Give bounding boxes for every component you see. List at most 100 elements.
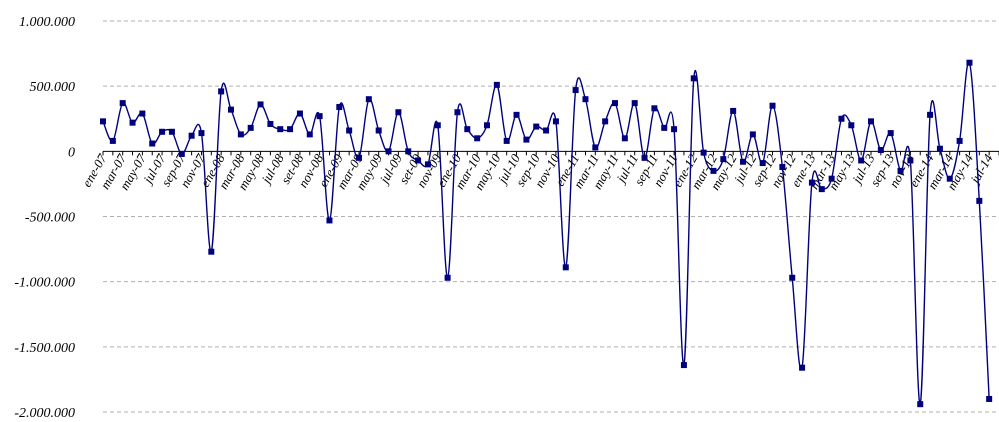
data-point: [907, 157, 914, 164]
data-point: [671, 126, 678, 133]
data-point: [936, 145, 943, 152]
data-point: [257, 101, 264, 108]
data-point: [877, 147, 884, 154]
data-point: [621, 135, 628, 142]
data-point: [444, 274, 451, 281]
data-point: [247, 124, 254, 131]
data-point: [740, 158, 746, 165]
data-point: [287, 126, 294, 133]
x-axis: [102, 150, 999, 156]
data-point: [159, 128, 166, 135]
data-point: [415, 157, 422, 164]
data-point: [188, 132, 195, 139]
y-tick-label: 1.000.000: [19, 15, 75, 30]
data-point: [513, 111, 520, 118]
data-point: [306, 131, 313, 138]
data-point: [769, 102, 776, 109]
y-tick-label: -2.000.000: [14, 406, 75, 421]
data-point: [365, 96, 372, 103]
data-point: [858, 157, 865, 164]
data-point: [474, 135, 481, 142]
data-point: [572, 87, 579, 94]
data-point: [799, 364, 806, 371]
data-point: [237, 131, 244, 138]
data-point: [168, 128, 175, 135]
data-point: [129, 119, 136, 126]
y-tick-label: 500.000: [30, 80, 76, 95]
data-point: [533, 123, 540, 130]
data-point: [562, 264, 569, 271]
data-point: [946, 175, 953, 182]
data-point: [680, 362, 687, 369]
data-point: [109, 137, 116, 144]
data-point: [887, 130, 894, 137]
data-point: [523, 136, 530, 143]
data-point: [779, 163, 786, 170]
data-point: [208, 248, 215, 255]
data-point: [503, 137, 510, 144]
data-point: [808, 179, 815, 186]
series-line: [102, 61, 990, 405]
data-point: [602, 118, 609, 125]
data-point: [218, 88, 225, 95]
data-point: [966, 59, 973, 66]
data-point: [592, 144, 599, 151]
data-point: [464, 126, 471, 133]
data-point: [543, 127, 550, 134]
data-point: [356, 154, 362, 161]
data-point: [730, 107, 737, 114]
data-point: [661, 124, 668, 131]
data-point: [917, 401, 924, 408]
data-point: [385, 148, 392, 155]
data-point: [828, 175, 835, 182]
data-point: [139, 110, 146, 117]
data-point: [690, 75, 697, 82]
data-point: [493, 81, 500, 88]
data-point: [838, 115, 845, 122]
data-point: [100, 118, 106, 125]
y-tick-label: -500.000: [25, 211, 75, 226]
data-point: [897, 167, 904, 174]
y-tick-label: -1.500.000: [14, 341, 75, 356]
data-point: [759, 160, 766, 167]
data-point: [927, 111, 934, 118]
data-point: [375, 127, 382, 134]
y-tick-label: -1.000.000: [14, 276, 75, 291]
data-point: [818, 186, 825, 193]
data-point: [326, 217, 333, 224]
data-point: [720, 156, 727, 163]
data-point: [789, 274, 796, 281]
data-point: [198, 130, 205, 137]
data-point: [277, 126, 284, 133]
series: [100, 59, 993, 408]
data-point: [700, 149, 707, 156]
data-point: [641, 154, 648, 161]
data-point: [631, 100, 638, 107]
data-point: [749, 131, 756, 138]
data-point: [484, 122, 490, 129]
data-point: [651, 105, 658, 112]
data-point: [346, 127, 353, 134]
data-point: [228, 106, 234, 113]
data-point: [149, 140, 156, 147]
gridlines: [103, 20, 999, 413]
data-point: [956, 137, 963, 144]
data-point: [868, 118, 874, 125]
y-axis-labels: 1.000.000 500.000 0 -500.000 -1.000.000 -1.50…: [14, 15, 75, 421]
data-point: [986, 395, 993, 402]
data-point: [424, 161, 431, 168]
data-point: [582, 96, 589, 103]
data-point: [434, 122, 441, 129]
data-point: [552, 118, 559, 125]
data-point: [405, 148, 412, 155]
data-point: [178, 150, 185, 157]
data-point: [395, 109, 402, 116]
data-point: [976, 197, 983, 204]
data-point: [848, 122, 855, 129]
data-point: [316, 113, 323, 120]
data-point: [267, 120, 274, 127]
data-point: [612, 100, 618, 107]
data-point: [119, 100, 126, 107]
